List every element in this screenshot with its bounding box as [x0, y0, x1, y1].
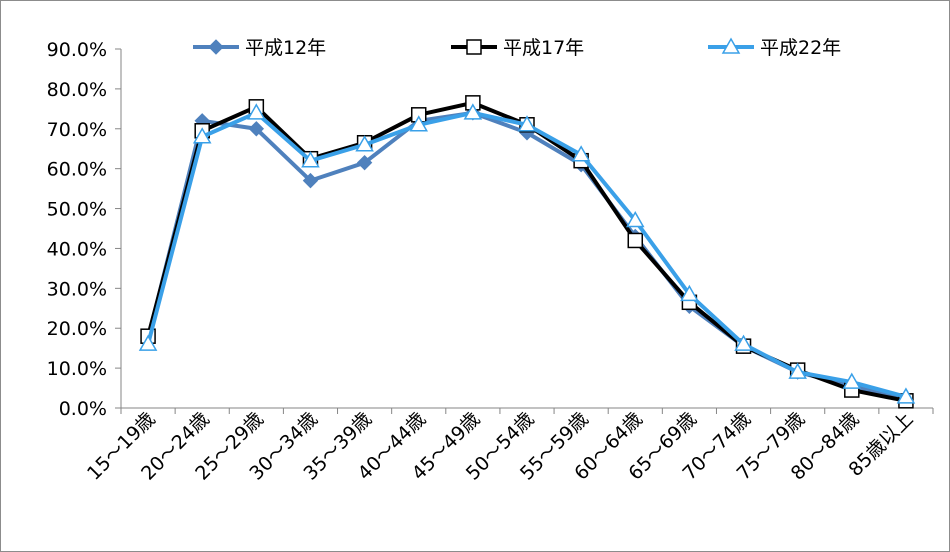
axes: [120, 49, 933, 409]
y-axis-ticks: 0.0% 10.0% 20.0% 30.0% 40.0% 50.0% 60.0% 70.0% 8…: [47, 39, 121, 420]
legend-item-3: 平成22年: [708, 37, 841, 59]
series-line: [146, 110, 907, 402]
data-point: [680, 284, 699, 302]
data-point: [625, 211, 645, 228]
legend-item-2: 平成17年: [451, 37, 584, 59]
series-1: [140, 105, 914, 408]
data-point: [409, 115, 429, 132]
legend-label: 平成17年: [503, 37, 584, 59]
data-point: [896, 387, 916, 404]
data-point: [571, 145, 591, 162]
y-tick-label: 80.0%: [47, 79, 107, 101]
series-2: [140, 95, 914, 409]
data-point: [463, 103, 483, 120]
data-point: [842, 372, 862, 389]
y-tick-label: 70.0%: [47, 119, 107, 141]
legend-label: 平成12年: [245, 37, 326, 59]
series-line: [146, 100, 907, 403]
data-point: [248, 121, 265, 137]
x-axis-ticks: 15～19歳20～24歳25～29歳30～34歳35～39歳40～44歳45～4…: [83, 408, 934, 485]
data-point: [517, 115, 537, 132]
data-point: [734, 334, 753, 351]
legend: 平成12年 平成17年 平成22年: [193, 37, 841, 59]
series-lines: [138, 95, 916, 409]
data-point: [355, 135, 374, 152]
series-3: [138, 103, 916, 404]
y-tick-label: 60.0%: [47, 159, 107, 181]
series-line: [146, 110, 907, 399]
data-point: [192, 127, 212, 144]
y-tick-label: 20.0%: [47, 318, 107, 340]
y-tick-label: 40.0%: [47, 238, 107, 260]
data-point: [301, 151, 320, 168]
y-tick-label: 90.0%: [47, 39, 107, 61]
data-point: [302, 172, 319, 189]
data-point: [627, 232, 644, 249]
data-point: [247, 103, 266, 120]
data-point: [788, 362, 807, 379]
legend-marker: [721, 37, 741, 54]
y-tick-label: 0.0%: [59, 398, 107, 420]
y-tick-label: 30.0%: [47, 278, 107, 300]
data-point: [356, 154, 373, 171]
legend-marker: [208, 39, 224, 55]
legend-item-1: 平成12年: [193, 37, 326, 59]
data-point: [138, 334, 158, 351]
y-tick-label: 10.0%: [47, 358, 107, 380]
legend-marker: [466, 39, 482, 55]
y-tick-label: 50.0%: [47, 199, 107, 221]
legend-label: 平成22年: [760, 37, 841, 59]
